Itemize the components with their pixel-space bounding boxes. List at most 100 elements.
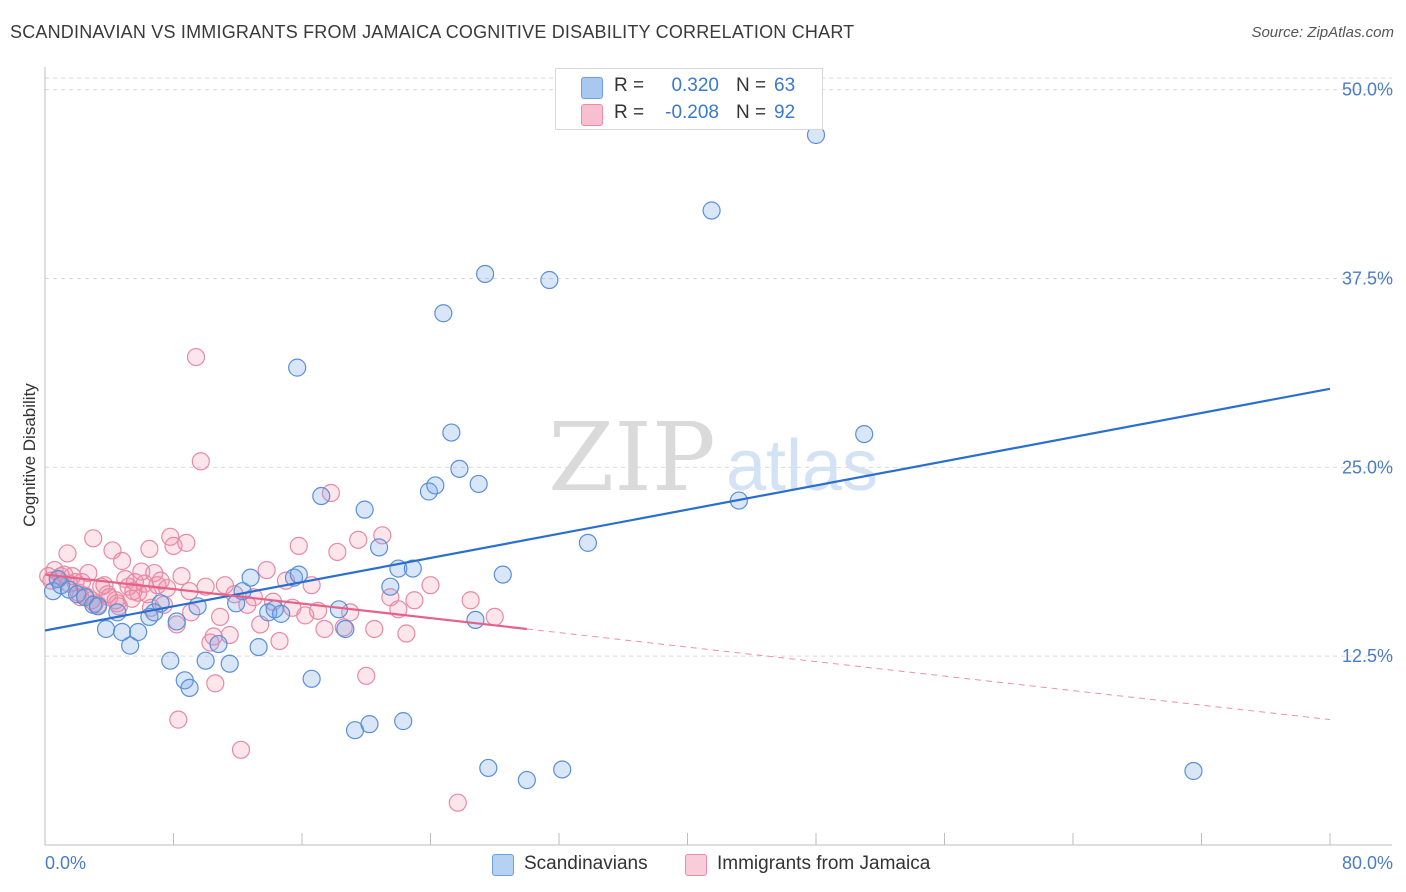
point-jamaica <box>191 452 210 471</box>
y-tick-label: 50.0% <box>1342 80 1393 100</box>
legend-n-value: 92 <box>774 102 796 123</box>
point-jamaica <box>448 793 467 812</box>
point-scandinavian <box>129 622 148 642</box>
legend-label-scandinavians: Scandinavians <box>524 853 648 874</box>
point-scandinavian <box>434 304 453 323</box>
point-scandinavian <box>442 423 461 442</box>
point-jamaica <box>124 582 143 601</box>
point-jamaica <box>373 526 392 545</box>
point-scandinavian <box>112 622 132 642</box>
point-scandinavian <box>479 758 498 778</box>
point-scandinavian <box>180 678 199 697</box>
point-scandinavian <box>209 634 228 654</box>
point-jamaica <box>177 533 196 552</box>
point-jamaica <box>405 591 424 610</box>
point-scandinavian <box>241 568 260 587</box>
point-jamaica <box>84 529 103 548</box>
point-scandinavian <box>476 264 495 284</box>
point-scandinavian <box>220 654 239 673</box>
point-scandinavian <box>312 486 331 506</box>
y-axis-label: Cognitive Disability <box>20 383 39 527</box>
point-scandinavian <box>855 424 874 444</box>
point-scandinavian <box>1184 761 1203 781</box>
point-scandinavian <box>394 712 413 731</box>
point-scandinavian <box>96 619 116 639</box>
point-scandinavian <box>167 612 186 631</box>
point-jamaica <box>186 347 206 367</box>
point-scandinavian <box>553 760 572 779</box>
point-jamaica <box>169 710 188 729</box>
point-jamaica <box>151 571 170 590</box>
legend-n-value: 63 <box>774 75 796 96</box>
legend-r-label: R = <box>614 75 645 96</box>
point-scandinavian <box>702 201 721 220</box>
point-jamaica <box>397 624 416 643</box>
axes <box>44 67 1392 846</box>
point-jamaica <box>112 551 132 571</box>
point-jamaica <box>145 563 164 583</box>
point-scandinavian <box>288 358 307 377</box>
point-scandinavian <box>272 604 291 623</box>
point-scandinavian <box>360 715 379 734</box>
point-scandinavian <box>426 476 445 495</box>
chart-title: SCANDINAVIAN VS IMMIGRANTS FROM JAMAICA … <box>10 22 855 42</box>
watermark: ZIP atlas <box>548 403 878 513</box>
x-tick-label: 80.0% <box>1342 853 1393 873</box>
point-jamaica <box>357 666 376 685</box>
trend-line-scandinavians <box>44 387 1331 632</box>
point-jamaica <box>421 576 440 595</box>
trend-line-jamaica <box>44 573 527 631</box>
point-jamaica <box>289 536 308 555</box>
point-scandinavian <box>336 619 355 639</box>
trend-line-jamaica-extension <box>526 628 1331 721</box>
point-scandinavian <box>466 610 485 630</box>
point-jamaica <box>79 563 98 583</box>
watermark-zip: ZIP <box>548 403 715 513</box>
point-jamaica <box>485 607 504 626</box>
point-jamaica <box>461 591 480 610</box>
legend-swatch-pink <box>581 104 603 126</box>
legend-r-label: R = <box>614 102 645 123</box>
tick-labels: 12.5% 25.0% 37.5% 50.0% 0.0% 80.0% <box>45 80 1393 873</box>
y-tick-label: 25.0% <box>1342 457 1393 477</box>
legend-swatch-scandinavians <box>492 854 514 876</box>
point-jamaica <box>172 566 191 586</box>
point-scandinavian <box>403 559 422 578</box>
point-jamaica <box>58 544 77 563</box>
legend-swatch-jamaica <box>685 854 707 876</box>
point-scandinavian <box>196 651 215 670</box>
point-jamaica <box>206 674 225 693</box>
stats-legend: R = 0.320 N = 63 R = -0.208 N = 92 <box>555 68 823 130</box>
series-immigrants-from-jamaica <box>39 347 504 812</box>
legend-swatch-blue <box>581 77 603 99</box>
point-scandinavian <box>450 459 469 478</box>
point-jamaica <box>140 539 159 559</box>
point-jamaica <box>231 740 251 759</box>
legend-n-label: N = <box>736 102 767 123</box>
point-jamaica <box>257 560 276 580</box>
point-scandinavian <box>493 565 512 584</box>
point-jamaica <box>328 542 347 562</box>
legend-n-label: N = <box>736 75 767 96</box>
point-scandinavian <box>540 270 559 290</box>
trend-lines <box>44 387 1331 721</box>
legend-label-jamaica: Immigrants from Jamaica <box>717 853 931 874</box>
legend-row-jamaica: R = -0.208 N = 92 <box>556 100 822 128</box>
point-jamaica <box>125 573 145 592</box>
legend-row-scandinavians: R = 0.320 N = 63 <box>556 73 822 101</box>
point-jamaica <box>210 607 230 626</box>
point-scandinavian <box>302 669 321 688</box>
point-scandinavian <box>578 533 598 552</box>
point-scandinavian <box>355 500 374 519</box>
point-scandinavian <box>88 597 108 616</box>
legend-r-value: -0.208 <box>665 102 719 123</box>
watermark-atlas: atlas <box>726 426 878 506</box>
source-label: Source: ZipAtlas.com <box>1251 24 1394 41</box>
point-scandinavian <box>249 638 268 657</box>
legend-r-value: 0.320 <box>671 75 719 96</box>
point-jamaica <box>215 576 234 595</box>
point-scandinavian <box>517 770 536 790</box>
series-legend: Scandinavians Immigrants from Jamaica <box>0 852 1406 878</box>
point-scandinavian <box>469 474 488 494</box>
